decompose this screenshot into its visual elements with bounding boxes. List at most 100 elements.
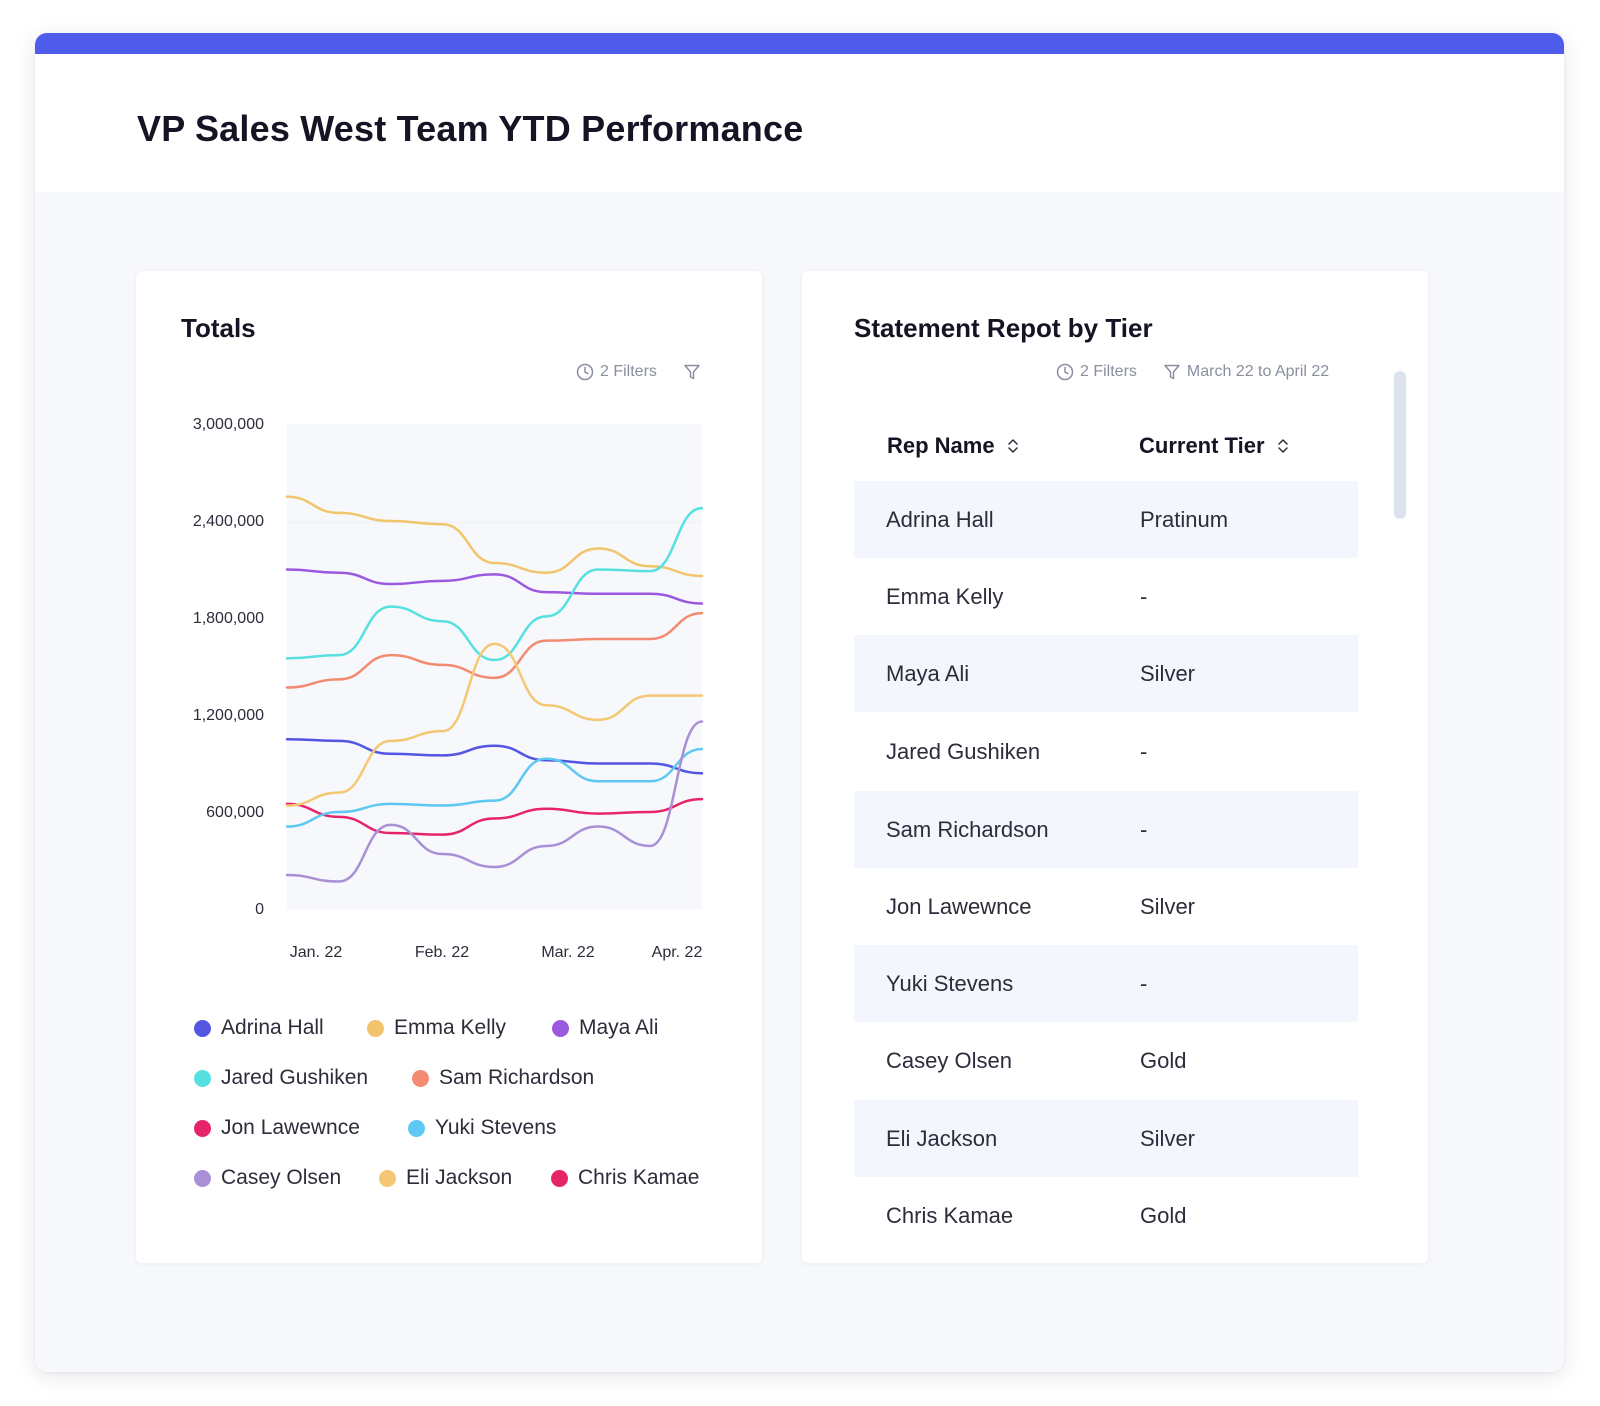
rep-name-cell: Eli Jackson: [886, 1125, 998, 1151]
rep-name-cell: Adrina Hall: [886, 506, 994, 532]
x-tick-label: Mar. 22: [541, 944, 594, 961]
tier-filters-label: 2 Filters: [1080, 363, 1137, 380]
table-row[interactable]: Sam Richardson -: [854, 791, 1358, 868]
current-tier-cell: Silver: [1140, 893, 1196, 919]
y-tick-label: 0: [255, 901, 264, 918]
current-tier-cell: Gold: [1140, 1202, 1187, 1228]
series-line-sam-richardson[interactable]: [285, 611, 704, 689]
legend-item[interactable]: Yuki Stevens: [408, 1116, 556, 1140]
rep-name-cell: Emma Kelly: [886, 583, 1004, 609]
current-tier-cell: -: [1140, 970, 1148, 996]
date-range-filter[interactable]: March 22 to April 22: [1163, 363, 1329, 381]
page-title: VP Sales West Team YTD Performance: [137, 108, 804, 149]
totals-card-title: Totals: [181, 313, 256, 343]
tier-card-title: Statement Repot by Tier: [854, 313, 1153, 343]
rep-name-cell: Chris Kamae: [886, 1202, 1014, 1228]
legend-swatch: [194, 1119, 211, 1137]
x-tick-label: Feb. 22: [415, 944, 469, 961]
legend-label: Maya Ali: [579, 1016, 659, 1039]
legend-swatch: [194, 1019, 211, 1037]
current-tier-cell: Silver: [1140, 1125, 1196, 1151]
legend-item[interactable]: Adrina Hall: [194, 1016, 324, 1040]
legend-item[interactable]: Jared Gushiken: [194, 1066, 368, 1090]
totals-filters-count[interactable]: 2 Filters: [576, 363, 657, 381]
legend-item[interactable]: Eli Jackson: [379, 1166, 512, 1190]
legend-swatch: [367, 1019, 384, 1037]
sort-icon: [1277, 439, 1288, 453]
clock-icon: [576, 363, 594, 381]
legend-swatch: [551, 1169, 568, 1187]
table-row[interactable]: Eli Jackson Silver: [854, 1100, 1358, 1177]
legend-label: Sam Richardson: [439, 1066, 595, 1089]
legend-label: Adrina Hall: [221, 1016, 324, 1039]
legend-item[interactable]: Maya Ali: [552, 1016, 658, 1040]
current-tier-cell: Silver: [1140, 660, 1196, 686]
series-line-jon-lawewnce[interactable]: [285, 797, 704, 836]
page-header: VP Sales West Team YTD Performance: [35, 54, 1564, 192]
series-line-emma-kelly[interactable]: [285, 495, 704, 578]
filter-icon: [1164, 364, 1180, 380]
rep-name-cell: Yuki Stevens: [886, 970, 1014, 996]
table-scrollbar[interactable]: [1394, 371, 1406, 519]
current-tier-cell: Pratinum: [1140, 506, 1229, 532]
table-row[interactable]: Jared Gushiken -: [854, 713, 1358, 790]
dashboard-frame: VP Sales West Team YTD Performance Total…: [35, 33, 1564, 1372]
y-tick-label: 1,200,000: [193, 707, 264, 724]
legend-item[interactable]: Jon Lawewnce: [194, 1116, 360, 1140]
legend-item[interactable]: Emma Kelly: [367, 1016, 506, 1040]
legend-label: Emma Kelly: [394, 1016, 507, 1039]
rep-name-cell: Maya Ali: [886, 660, 970, 686]
clock-icon: [1056, 363, 1074, 381]
legend-label: Jon Lawewnce: [221, 1116, 360, 1139]
table-row[interactable]: Maya Ali Silver: [854, 635, 1358, 712]
filter-icon[interactable]: [683, 363, 701, 381]
series-line-jared-gushiken[interactable]: [285, 506, 704, 662]
x-tick-label: Jan. 22: [290, 944, 343, 961]
legend-label: Eli Jackson: [406, 1166, 513, 1189]
current-tier-cell: -: [1140, 583, 1148, 609]
x-tick-label: Apr. 22: [652, 944, 703, 961]
series-line-maya-ali[interactable]: [285, 568, 704, 605]
column-header-rep-name-label: Rep Name: [887, 433, 995, 458]
legend-swatch: [379, 1169, 396, 1187]
series-line-eli-jackson[interactable]: [285, 642, 704, 807]
rep-name-cell: Sam Richardson: [886, 816, 1049, 842]
series-line-adrina-hall[interactable]: [285, 738, 704, 775]
y-tick-label: 3,000,000: [193, 416, 264, 433]
table-row[interactable]: Jon Lawewnce Silver: [854, 868, 1358, 945]
tier-filters-count[interactable]: 2 Filters: [1056, 363, 1137, 381]
table-row[interactable]: Yuki Stevens -: [854, 945, 1358, 1022]
date-range-label: March 22 to April 22: [1186, 363, 1330, 380]
table-row[interactable]: Casey Olsen Gold: [854, 1022, 1358, 1099]
current-tier-cell: -: [1140, 738, 1148, 764]
series-line-casey-olsen[interactable]: [285, 720, 704, 883]
rep-name-cell: Jon Lawewnce: [886, 893, 1032, 919]
legend-swatch: [412, 1069, 429, 1087]
legend-item[interactable]: Casey Olsen: [194, 1166, 341, 1190]
legend-swatch: [194, 1169, 211, 1187]
table-row[interactable]: Chris Kamae Gold: [854, 1177, 1358, 1254]
plot-area: [287, 424, 702, 909]
column-header-rep-name[interactable]: Rep Name: [887, 433, 1019, 459]
current-tier-cell: -: [1140, 816, 1148, 842]
legend-swatch: [408, 1119, 425, 1137]
series-line-yuki-stevens[interactable]: [285, 747, 704, 828]
legend-label: Jared Gushiken: [221, 1066, 369, 1089]
legend-swatch: [552, 1019, 569, 1037]
rep-name-cell: Jared Gushiken: [886, 738, 1041, 764]
legend-item[interactable]: Chris Kamae: [551, 1166, 699, 1190]
legend-item[interactable]: Sam Richardson: [412, 1066, 594, 1090]
totals-card: Totals 2 Filters 3,000,000 2,400,000 1,800…: [136, 271, 762, 1263]
column-header-current-tier[interactable]: Current Tier: [1139, 433, 1289, 459]
totals-line-chart: 3,000,000 2,400,000 1,800,000 1,200,000 600,…: [193, 416, 704, 961]
rep-name-cell: Casey Olsen: [886, 1047, 1012, 1073]
totals-filters: 2 Filters: [576, 363, 701, 381]
legend-swatch: [194, 1069, 211, 1087]
table-row[interactable]: Adrina Hall Pratinum: [854, 481, 1358, 558]
table-row[interactable]: Emma Kelly -: [854, 558, 1358, 635]
totals-filters-label: 2 Filters: [600, 363, 657, 380]
legend-label: Chris Kamae: [578, 1166, 700, 1189]
y-tick-label: 600,000: [206, 804, 264, 821]
tier-card: Statement Repot by Tier 2 Filters March …: [802, 271, 1428, 1263]
y-tick-label: 2,400,000: [193, 513, 264, 530]
